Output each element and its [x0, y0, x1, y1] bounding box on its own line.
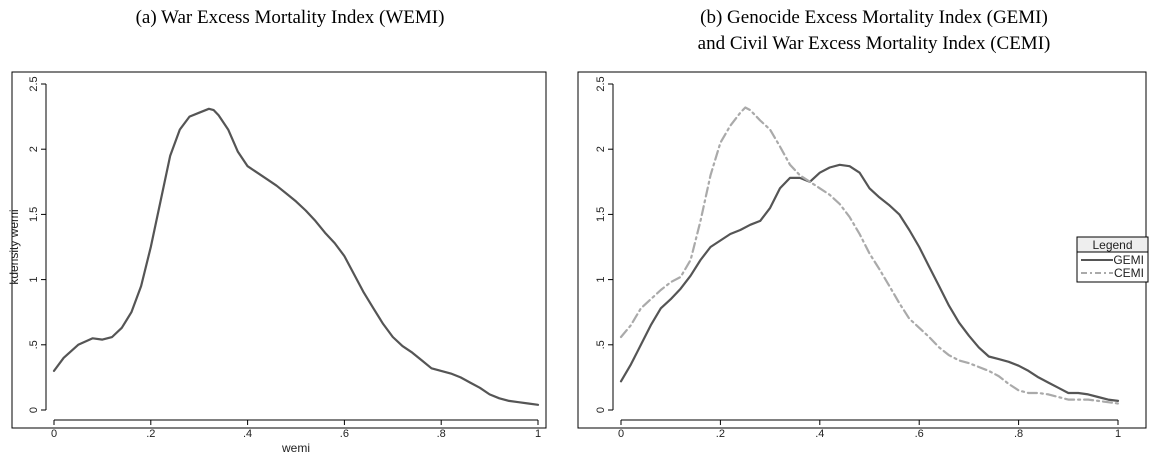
legend-header	[1076, 236, 1149, 253]
x-tick-label: .6	[340, 428, 349, 440]
x-tick-label: .4	[815, 428, 824, 440]
x-tick-label: 1	[535, 428, 541, 440]
y-axis-label: kdensity wemi	[7, 209, 21, 284]
chart-title-line: (b) Genocide Excess Mortality Index (GEM…	[700, 7, 1048, 28]
chart-title-line: (a) War Excess Mortality Index (WEMI)	[136, 7, 445, 28]
y-tick-label: .5	[28, 340, 40, 349]
chart-title-line: and Civil War Excess Mortality Index (CE…	[698, 33, 1051, 54]
y-tick-label: 2.5	[595, 76, 607, 91]
series-line-gemi	[619, 163, 1120, 402]
x-tick-label: 0	[51, 428, 57, 440]
y-tick-label: 1.5	[28, 207, 40, 222]
x-tick-label: .2	[146, 428, 155, 440]
series-line-cemi	[619, 106, 1120, 405]
y-tick-label: 2	[28, 146, 40, 152]
y-tick-label: 1.5	[595, 207, 607, 222]
x-tick-label: 1	[1115, 428, 1121, 440]
plot-frame	[11, 71, 547, 429]
y-tick-label: 1	[595, 277, 607, 283]
y-tick-label: 1	[28, 277, 40, 283]
y-tick-label: 0	[595, 407, 607, 413]
panel-b: (b) Genocide Excess Mortality Index (GEM…	[577, 7, 1149, 440]
x-tick-label: .6	[915, 428, 924, 440]
y-tick-label: 0	[28, 407, 40, 413]
legend-title: Legend	[1092, 238, 1132, 252]
x-tick-label: 0	[618, 428, 624, 440]
y-tick-label: .5	[595, 340, 607, 349]
y-tick-label: 2	[595, 146, 607, 152]
panel-a: (a) War Excess Mortality Index (WEMI) 0 .5…	[7, 7, 547, 455]
y-tick-label: 2.5	[28, 76, 40, 91]
x-tick-label: .8	[437, 428, 446, 440]
x-tick-label: .8	[1014, 428, 1023, 440]
plot-frame	[577, 71, 1147, 429]
x-axis-label: wemi	[281, 441, 310, 455]
series-line-density	[52, 107, 540, 406]
x-tick-label: .4	[243, 428, 252, 440]
legend-label-gemi: GEMI	[1113, 253, 1144, 267]
legend-label-cemi: CEMI	[1114, 266, 1144, 280]
x-tick-label: .2	[716, 428, 725, 440]
